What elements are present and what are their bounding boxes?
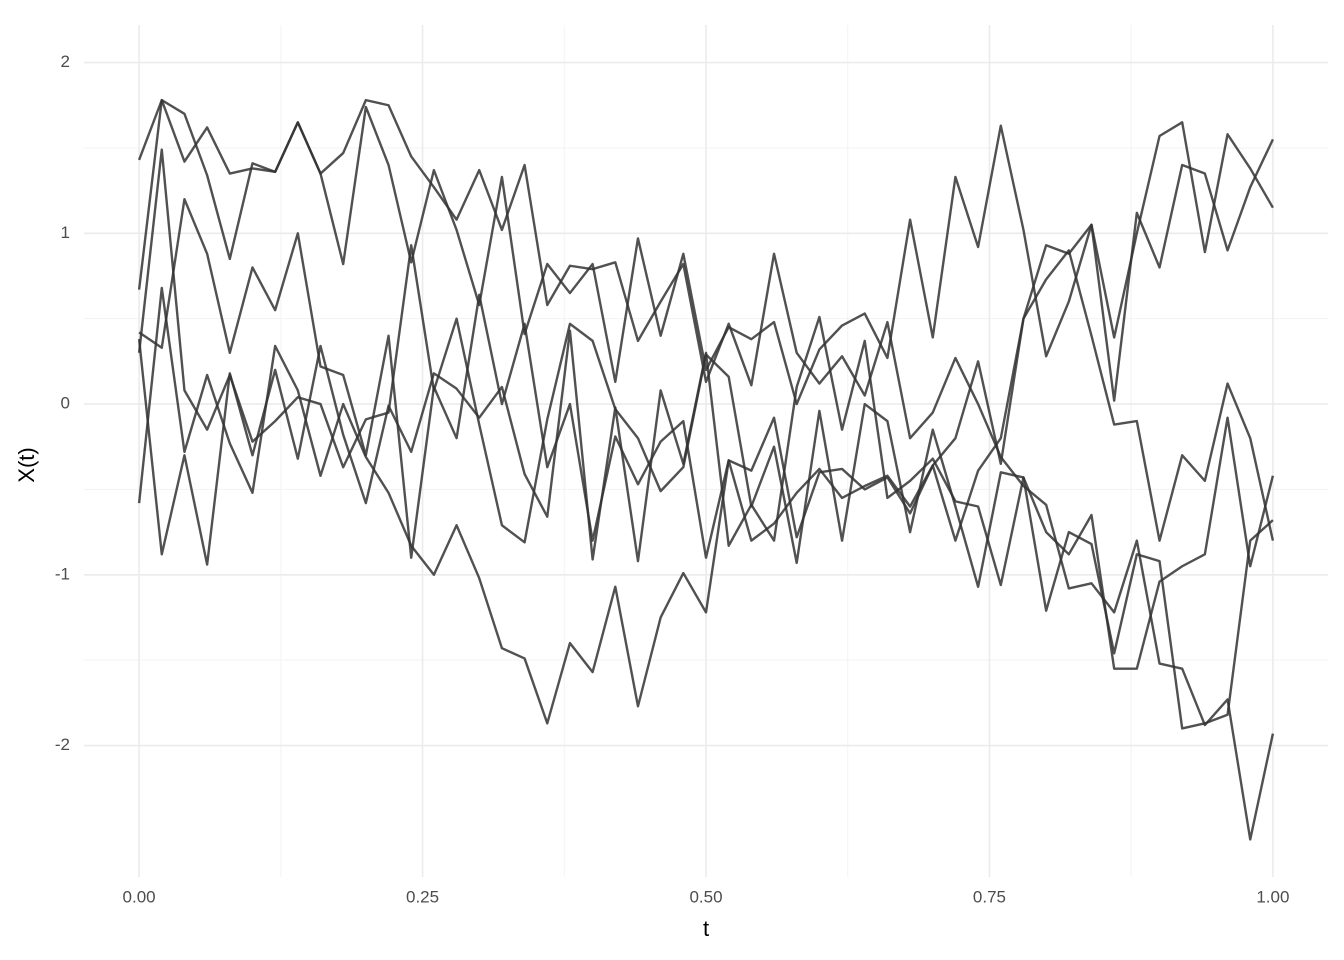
x-axis-title: t	[703, 916, 709, 941]
y-tick-label: -2	[55, 735, 70, 754]
x-tick-label: 0.00	[123, 887, 156, 906]
series-line	[137, 138, 1274, 725]
y-tick-label: -1	[55, 564, 70, 583]
series-line	[137, 148, 1275, 670]
y-tick-label: 1	[61, 223, 70, 242]
x-tick-label: 0.25	[406, 887, 439, 906]
x-tick-label: 1.00	[1256, 887, 1289, 906]
y-axis-title: X(t)	[14, 447, 39, 482]
x-tick-label: 0.50	[689, 887, 722, 906]
y-tick-label: 2	[61, 52, 70, 71]
series-line	[137, 98, 1275, 841]
series-line	[137, 315, 1274, 730]
series-line	[138, 197, 1275, 559]
x-tick-label: 0.75	[973, 887, 1006, 906]
series-line	[137, 98, 1274, 406]
y-tick-label: 0	[61, 394, 70, 413]
